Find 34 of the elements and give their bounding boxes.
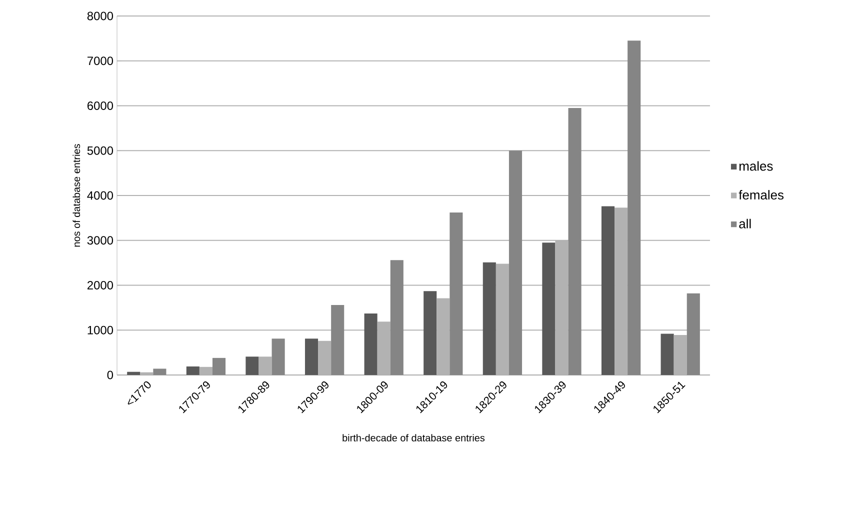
y-tick-label: 3000 bbox=[87, 236, 114, 245]
y-tick-label: 4000 bbox=[87, 191, 114, 200]
bar bbox=[482, 262, 496, 375]
bar bbox=[542, 242, 556, 375]
bar bbox=[127, 372, 140, 375]
bar bbox=[331, 304, 344, 375]
bar bbox=[601, 206, 615, 375]
bar bbox=[660, 334, 674, 375]
y-tick-label: 8000 bbox=[87, 12, 114, 20]
bar bbox=[390, 260, 404, 375]
legend-label: all bbox=[739, 218, 751, 228]
x-axis-title: birth-decade of database entries bbox=[342, 434, 485, 442]
bar bbox=[272, 338, 285, 375]
bar bbox=[686, 293, 700, 375]
y-tick-label: 7000 bbox=[88, 56, 114, 66]
bar bbox=[153, 368, 166, 375]
bar bbox=[246, 356, 259, 375]
bar bbox=[508, 150, 522, 375]
y-tick-label: 6000 bbox=[88, 102, 114, 110]
y-tick-label: 2000 bbox=[87, 281, 114, 290]
bar bbox=[212, 358, 226, 375]
y-tick-label: 0 bbox=[107, 370, 114, 380]
bar bbox=[568, 108, 582, 375]
y-tick-label: 1000 bbox=[88, 326, 114, 334]
bar bbox=[628, 40, 641, 375]
y-axis-title: nos of database entries bbox=[72, 144, 80, 247]
bar bbox=[186, 366, 200, 375]
bar bbox=[364, 314, 378, 375]
legend-label: males bbox=[740, 161, 773, 171]
legend-label: females bbox=[738, 190, 784, 200]
bar bbox=[424, 291, 437, 375]
bar bbox=[304, 338, 318, 375]
bar bbox=[450, 212, 463, 375]
y-tick-label: 5000 bbox=[87, 146, 114, 155]
